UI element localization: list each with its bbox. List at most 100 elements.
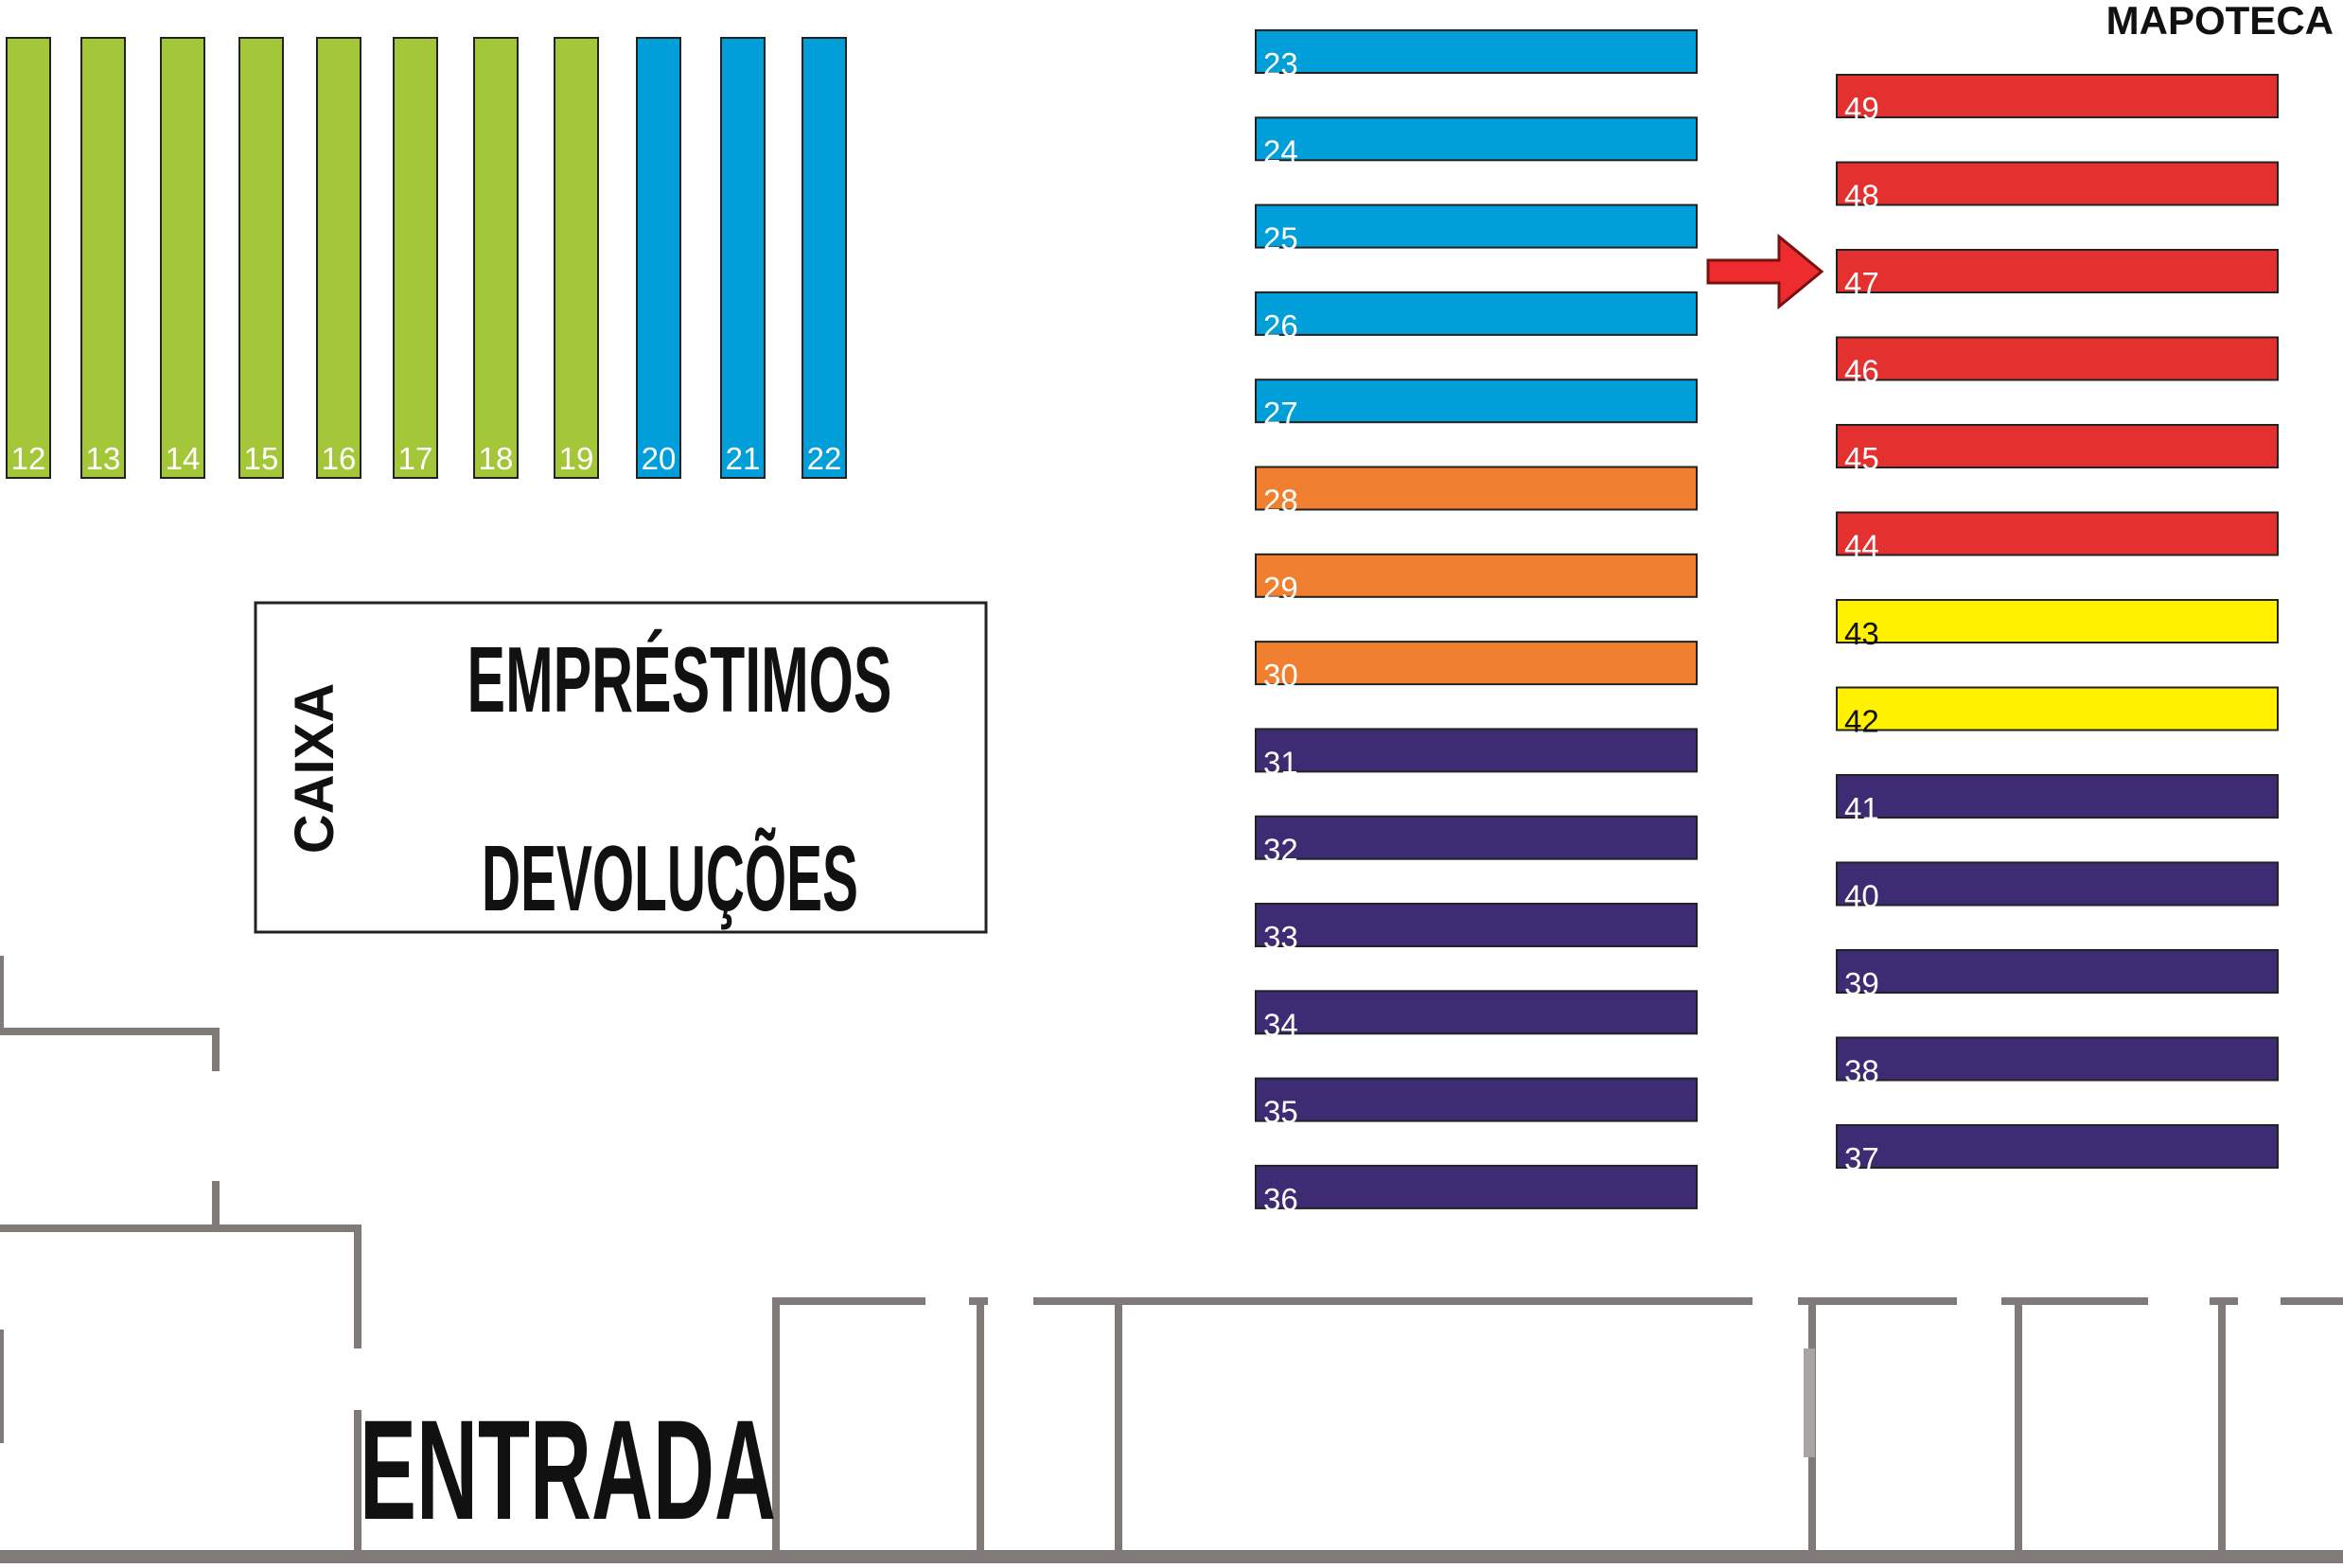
shelf-12[interactable]: 12 [6,37,51,479]
shelf-33-number: 33 [1263,920,1298,955]
shelf-15-body [238,37,284,479]
shelf-14-body [160,37,205,479]
shelf-44-number: 44 [1844,529,1879,564]
shelf-31-number: 31 [1263,745,1298,780]
shelf-21[interactable]: 21 [720,37,766,479]
shelf-39-number: 39 [1844,966,1879,1001]
shelf-20-number: 20 [642,441,677,476]
right-shelves-group: 49 48 47 46 45 44 43 42 41 40 39 38 37 [1836,74,2279,1176]
shelf-49-number: 49 [1844,91,1879,126]
shelf-13[interactable]: 13 [80,37,126,479]
shelf-39[interactable]: 39 [1836,949,2279,1001]
shelf-23-number: 23 [1263,46,1298,81]
entrada-label: ENTRADA [360,1391,776,1549]
shelf-34[interactable]: 34 [1255,990,1698,1042]
shelf-33-body [1255,903,1698,947]
shelf-25[interactable]: 25 [1255,203,1698,256]
shelf-24-number: 24 [1263,133,1298,168]
shelf-30-number: 30 [1263,658,1298,693]
shelf-49[interactable]: 49 [1836,74,2279,126]
shelf-29-number: 29 [1263,571,1298,606]
shelf-45-body [1836,424,2279,468]
shelf-27[interactable]: 27 [1255,379,1698,431]
shelf-16[interactable]: 16 [316,37,361,479]
shelf-19[interactable]: 19 [554,37,599,479]
shelf-24[interactable]: 24 [1255,116,1698,168]
shelf-28-body [1255,466,1698,511]
shelf-26[interactable]: 26 [1255,291,1698,344]
shelf-42[interactable]: 42 [1836,686,2279,739]
shelf-45-number: 45 [1844,441,1879,476]
shelf-48-body [1836,161,2279,206]
shelf-45[interactable]: 45 [1836,424,2279,476]
shelf-34-number: 34 [1263,1007,1298,1042]
shelf-22[interactable]: 22 [802,37,847,479]
shelf-23[interactable]: 23 [1255,29,1698,81]
shelf-34-body [1255,990,1698,1035]
shelf-39-body [1836,949,2279,994]
shelf-36[interactable]: 36 [1255,1164,1698,1217]
shelf-32-number: 32 [1263,833,1298,868]
shelf-17-body [393,37,438,479]
shelf-32[interactable]: 32 [1255,815,1698,868]
shelf-47-body [1836,249,2279,293]
shelf-37[interactable]: 37 [1836,1124,2279,1176]
shelf-26-number: 26 [1263,308,1298,344]
shelf-21-number: 21 [726,441,761,476]
shelf-19-number: 19 [559,441,594,476]
shelf-20[interactable]: 20 [636,37,681,479]
shelf-16-number: 16 [322,441,357,476]
shelf-29-body [1255,553,1698,598]
highlight-arrow-icon [1706,233,1824,310]
shelf-30-body [1255,641,1698,686]
shelf-44[interactable]: 44 [1836,511,2279,564]
shelf-47[interactable]: 47 [1836,249,2279,301]
shelf-48-number: 48 [1844,179,1879,214]
shelf-37-body [1836,1124,2279,1169]
shelf-35-number: 35 [1263,1095,1298,1130]
shelf-14[interactable]: 14 [160,37,205,479]
shelf-31[interactable]: 31 [1255,728,1698,780]
shelf-48[interactable]: 48 [1836,161,2279,214]
loans-desk: CAIXA EMPRÉSTIMOS DEVOLUÇÕES [254,601,988,934]
shelf-41[interactable]: 41 [1836,774,2279,826]
vertical-shelves-group: 12 13 14 15 16 17 18 19 20 21 22 [6,37,847,479]
shelf-12-body [6,37,51,479]
shelf-32-body [1255,815,1698,860]
shelf-29[interactable]: 29 [1255,553,1698,606]
shelf-18-number: 18 [479,441,514,476]
shelf-44-body [1836,511,2279,556]
shelf-40-body [1836,861,2279,907]
shelf-26-body [1255,291,1698,336]
shelf-28-number: 28 [1263,484,1298,519]
mapoteca-label: MAPOTECA [2106,0,2334,43]
shelf-33[interactable]: 33 [1255,903,1698,955]
shelf-22-body [802,37,847,479]
shelf-17[interactable]: 17 [393,37,438,479]
shelf-21-body [720,37,766,479]
shelf-15-number: 15 [244,441,279,476]
shelf-46-number: 46 [1844,354,1879,389]
shelf-30[interactable]: 30 [1255,641,1698,693]
shelf-35[interactable]: 35 [1255,1077,1698,1130]
shelf-35-body [1255,1077,1698,1122]
shelf-46[interactable]: 46 [1836,336,2279,389]
shelf-38-body [1836,1036,2279,1082]
shelf-16-body [316,37,361,479]
walls [0,956,2343,1563]
shelf-40[interactable]: 40 [1836,861,2279,914]
shelf-43[interactable]: 43 [1836,599,2279,651]
shelf-15[interactable]: 15 [238,37,284,479]
shelf-28[interactable]: 28 [1255,466,1698,519]
shelf-27-body [1255,379,1698,424]
shelf-42-number: 42 [1844,704,1879,739]
shelf-40-number: 40 [1844,879,1879,914]
shelf-36-number: 36 [1263,1182,1298,1217]
shelf-22-number: 22 [807,441,842,476]
shelf-24-body [1255,116,1698,162]
shelf-18[interactable]: 18 [473,37,519,479]
shelf-43-number: 43 [1844,616,1879,651]
shelf-38[interactable]: 38 [1836,1036,2279,1089]
shelf-36-body [1255,1164,1698,1209]
